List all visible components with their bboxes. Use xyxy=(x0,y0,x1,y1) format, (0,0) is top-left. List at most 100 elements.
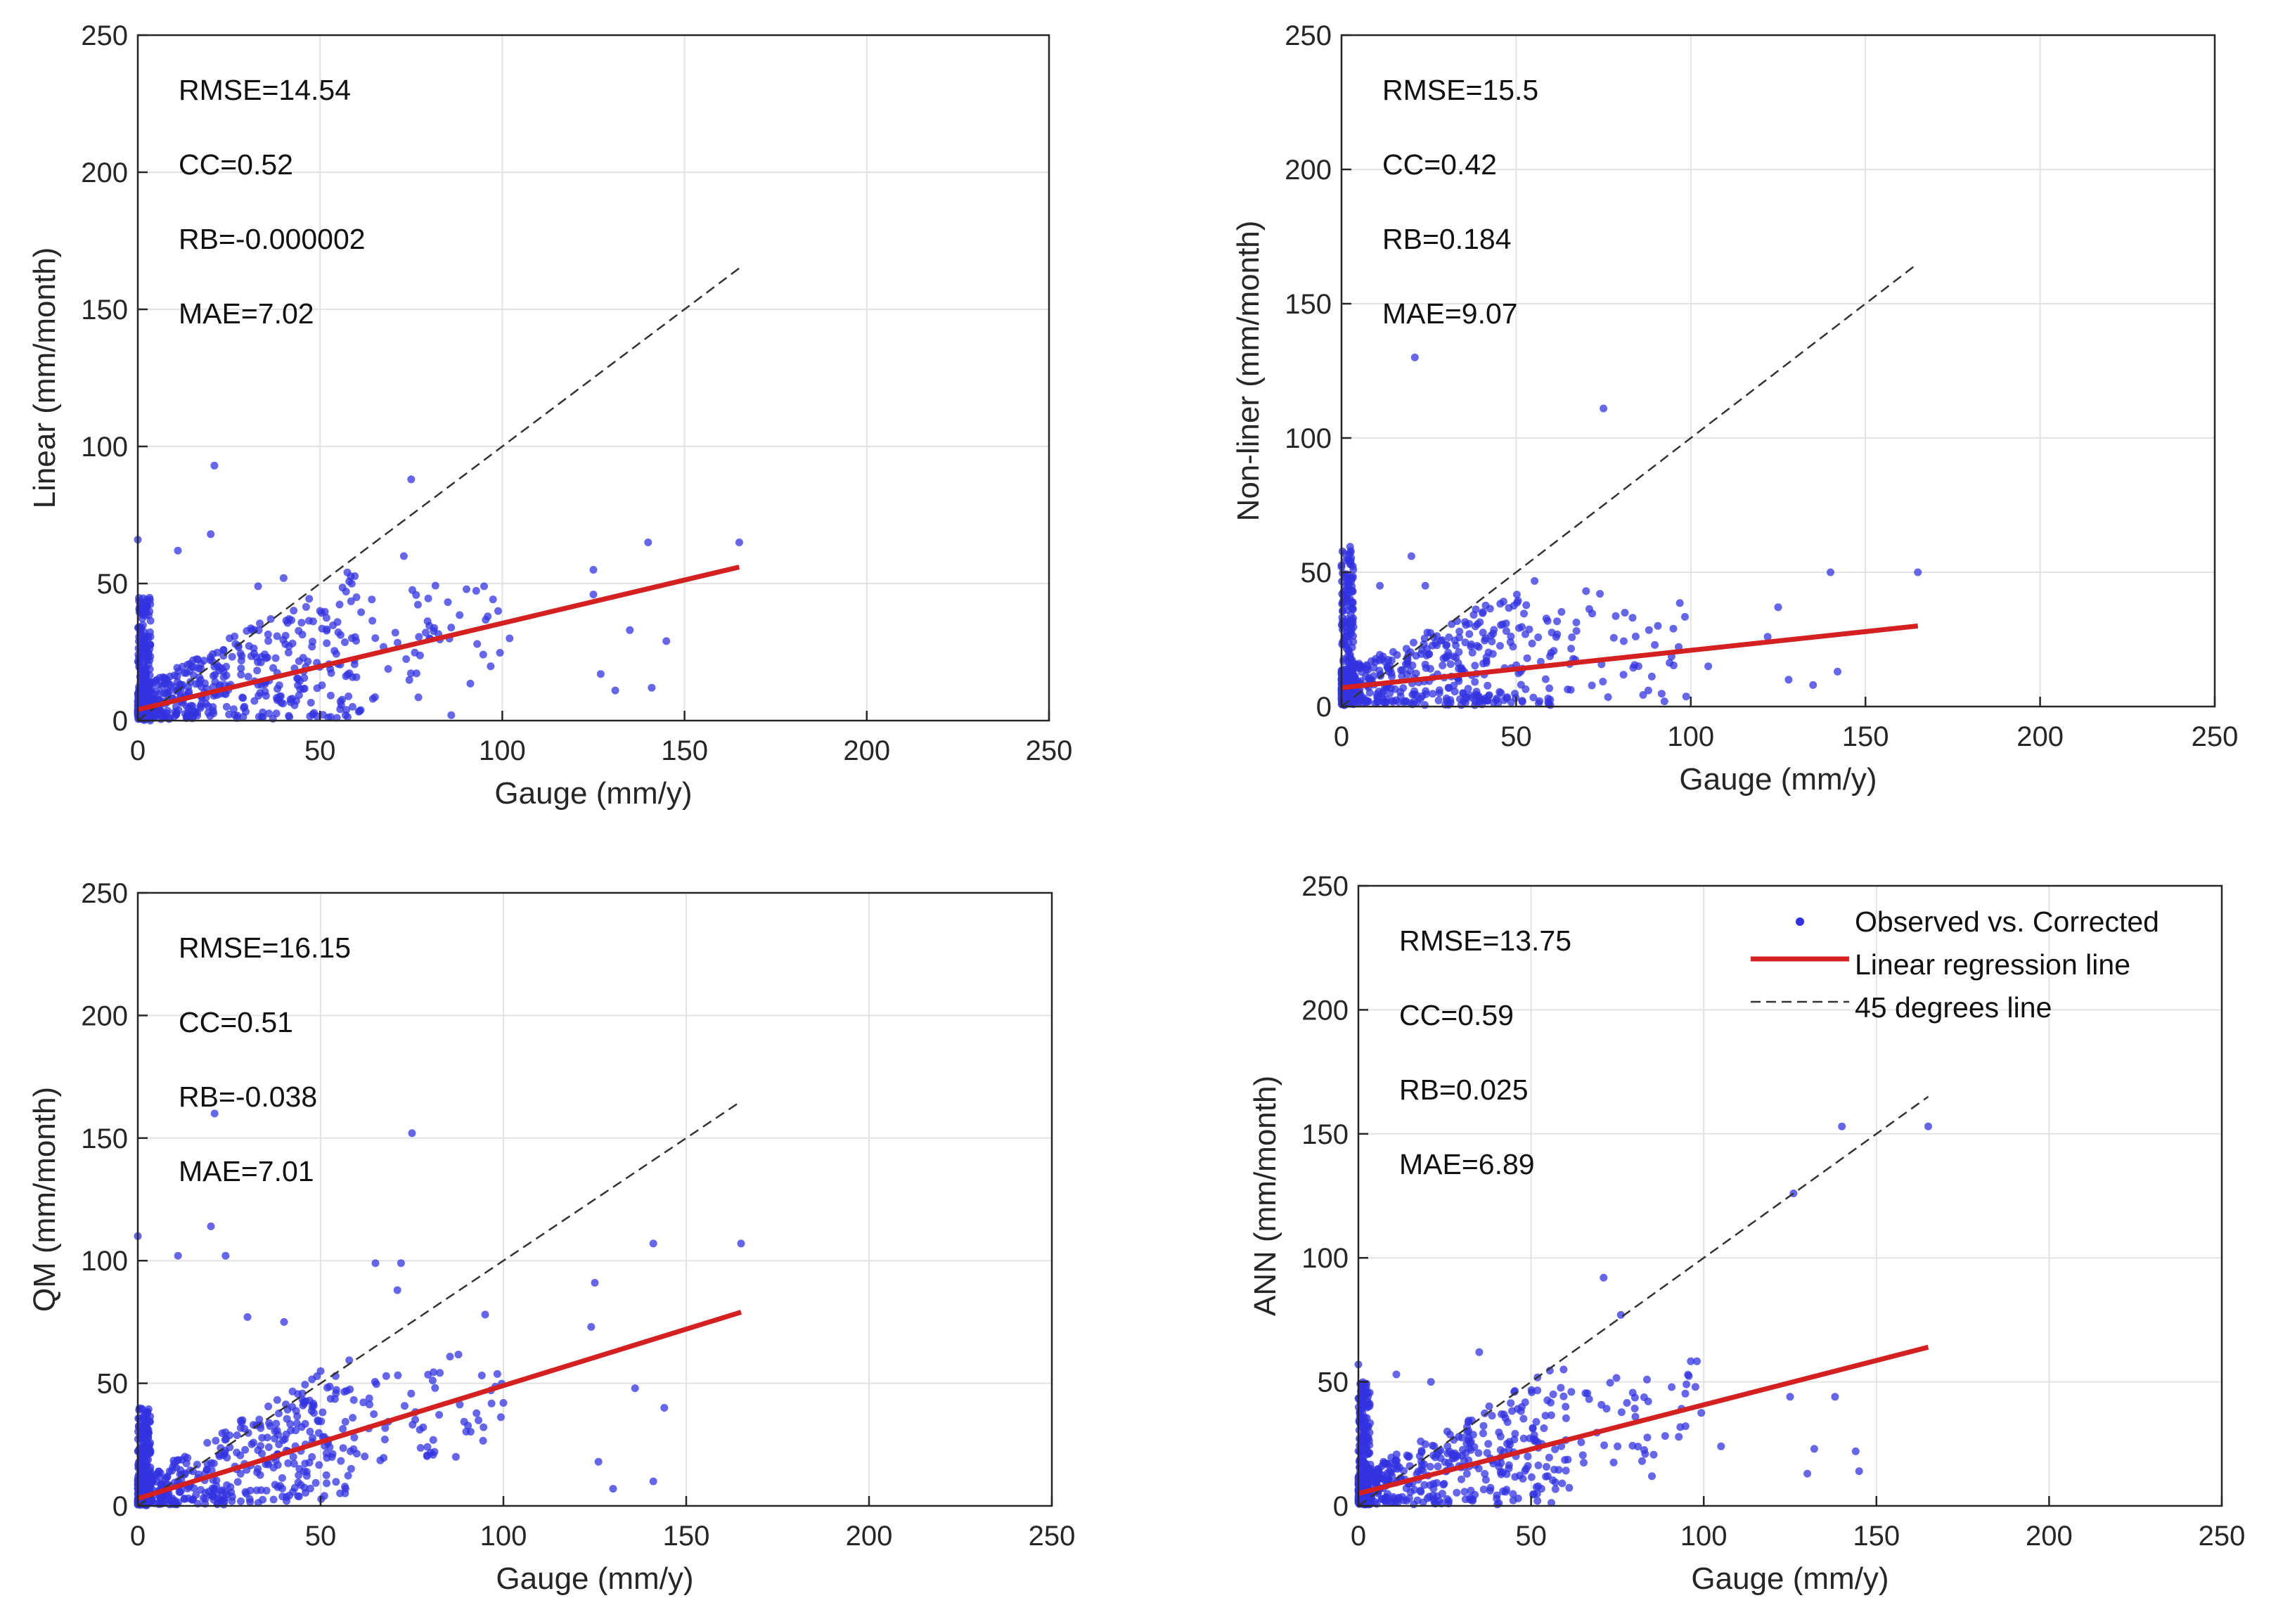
panel-linear-scatter-point xyxy=(226,634,234,643)
panel-linear-scatter-point xyxy=(174,546,182,555)
panel-ann-scatter-point xyxy=(1545,1453,1553,1462)
panel-non-liner-scatter-point xyxy=(1452,653,1460,662)
panel-non-liner-scatter-point xyxy=(1651,640,1659,649)
panel-linear-scatter-point xyxy=(221,690,230,698)
panel-ann-scatter-point xyxy=(1534,1461,1543,1469)
panel-non-liner-scatter-point xyxy=(1809,681,1818,689)
panel-non-liner-scatter-point xyxy=(1634,662,1642,671)
panel-ann-scatter-point xyxy=(1630,1405,1639,1412)
panel-linear-scatter-point xyxy=(209,703,217,711)
panel-linear-scatter-point xyxy=(238,693,247,702)
panel-qm-scatter-point xyxy=(499,1399,508,1407)
panel-qm-scatter-point xyxy=(323,1479,330,1488)
panel-qm-scatter-point xyxy=(315,1461,323,1469)
panel-ann-scatter-point xyxy=(1559,1392,1568,1400)
panel-non-liner-scatter-point xyxy=(1488,638,1496,645)
panel-linear-scatter-point xyxy=(213,648,221,657)
panel-ann-scatter-point xyxy=(1365,1478,1373,1487)
panel-qm-scatter-point xyxy=(298,1389,307,1398)
panel-non-liner-scatter-point xyxy=(1412,652,1420,660)
panel-non-liner-scatter-point xyxy=(1484,681,1492,690)
panel-linear-scatter-point xyxy=(257,658,265,666)
panel-linear-scatter-point xyxy=(447,624,456,632)
panel-qm-scatter-point xyxy=(258,1450,266,1458)
panel-linear-scatter-point xyxy=(413,600,422,609)
panel-qm-scatter-point xyxy=(290,1459,298,1468)
panel-qm-y-tick-label: 250 xyxy=(81,878,128,909)
panel-ann-scatter-point xyxy=(1425,1493,1434,1501)
panel-ann-scatter-point xyxy=(1541,1412,1550,1420)
panel-linear-scatter-point xyxy=(146,695,154,704)
panel-linear-scatter-point xyxy=(342,706,351,714)
panel-linear-scatter-point xyxy=(295,657,303,665)
panel-ann-scatter-point xyxy=(1555,1466,1563,1474)
panel-non-liner-scatter-point xyxy=(1784,676,1793,684)
panel-non-liner-scatter-point xyxy=(1356,696,1365,704)
panel-non-liner-scatter-point xyxy=(1914,568,1922,576)
panel-linear-scatter-point xyxy=(407,475,416,484)
panel-non-liner-scatter-point xyxy=(1444,652,1453,660)
panel-qm-scatter-point xyxy=(243,1313,252,1321)
panel-linear-scatter-point xyxy=(255,626,263,634)
panel-linear-scatter-point xyxy=(142,656,150,664)
panel-ann-scatter-point xyxy=(1567,1388,1576,1396)
panel-qm-scatter-point xyxy=(408,1421,417,1429)
panel-ann-scatter-point xyxy=(1551,1485,1559,1493)
panel-non-liner-scatter-point xyxy=(1496,642,1504,650)
panel-qm-scatter-point xyxy=(306,1427,314,1436)
panel-ann-scatter-point xyxy=(1559,1365,1568,1374)
panel-ann-scatter-point xyxy=(1585,1395,1593,1403)
panel-qm-scatter-point xyxy=(480,1423,488,1431)
panel-non-liner-scatter-point xyxy=(1443,640,1451,649)
panel-qm-scatter-point xyxy=(142,1419,150,1427)
panel-ann-scatter-point xyxy=(1503,1486,1511,1494)
panel-ann-scatter-point xyxy=(1426,1462,1434,1471)
panel-non-liner-stat-rmse: RMSE=15.5 xyxy=(1382,74,1538,106)
panel-qm-scatter-point xyxy=(141,1451,149,1459)
panel-non-liner-scatter-point xyxy=(1338,607,1346,615)
panel-non-liner-scatter-point xyxy=(1611,612,1620,620)
panel-ann-scatter-point xyxy=(1392,1370,1401,1379)
panel-non-liner-axes-frame xyxy=(1340,34,2216,708)
panel-linear-scatter-point xyxy=(394,638,401,647)
panel-ann-scatter-point xyxy=(1517,1407,1525,1415)
panel-linear-scatter-point xyxy=(200,657,208,665)
panel-ann-scatter-point xyxy=(1416,1486,1424,1495)
panel-ann-scatter-point xyxy=(1509,1490,1517,1498)
panel-qm-scatter-point xyxy=(397,1259,405,1268)
panel-qm-scatter-point xyxy=(184,1454,192,1462)
panel-qm-scatter-point xyxy=(140,1481,148,1489)
panel-qm-scatter-point xyxy=(587,1322,596,1331)
panel-ann-scatter-point xyxy=(1924,1122,1932,1130)
panel-non-liner-scatter-point xyxy=(1507,632,1515,640)
panel-non-liner-scatter-point xyxy=(1406,699,1415,707)
panel-ann-scatter-point xyxy=(1562,1467,1570,1475)
panel-qm-x-tick-label: 200 xyxy=(846,1521,893,1552)
panel-non-liner-scatter-point xyxy=(1604,693,1612,702)
panel-linear-scatter-point xyxy=(222,671,231,680)
panel-non-liner-scatter-point xyxy=(1407,552,1415,560)
panel-ann-scatter-point xyxy=(1600,1441,1609,1450)
panel-ann-y-tick-label: 100 xyxy=(1301,1243,1349,1274)
panel-linear-scatter-point xyxy=(297,619,306,627)
panel-ann-scatter-point xyxy=(1404,1452,1413,1461)
panel-non-liner-scatter-point xyxy=(1474,643,1483,651)
panel-ann-scatter-point xyxy=(1439,1481,1448,1489)
panel-linear-scatter-point xyxy=(589,566,598,574)
panel-non-liner-scatter-point xyxy=(1393,651,1401,659)
panel-linear-scatter-point xyxy=(304,617,313,625)
panel-linear-scatter-point xyxy=(293,674,302,683)
panel-non-liner-scatter-point xyxy=(1471,622,1479,631)
panel-ann-scatter-point xyxy=(1433,1450,1441,1459)
panel-non-liner-scatter-point xyxy=(1481,601,1490,610)
panel-qm-scatter-point xyxy=(347,1464,355,1473)
panel-ann-scatter-point xyxy=(1479,1422,1488,1430)
panel-non-liner-scatter-point xyxy=(1481,636,1489,645)
panel-qm-scatter-point xyxy=(339,1425,347,1433)
panel-qm-scatter-point xyxy=(316,1367,325,1375)
panel-linear-scatter-point xyxy=(352,593,361,601)
panel-ann-scatter-point xyxy=(1529,1435,1538,1443)
panel-qm-scatter-point xyxy=(266,1422,274,1430)
panel-ann-scatter-point xyxy=(1549,1390,1557,1398)
panel-non-liner-scatter-point xyxy=(1391,685,1399,693)
